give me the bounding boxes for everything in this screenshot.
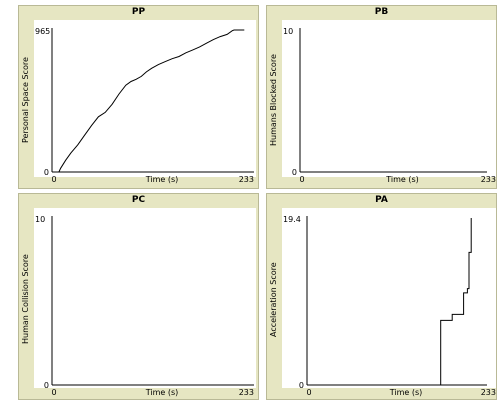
y-axis-label: Humans Blocked Score — [269, 54, 278, 146]
chart-title: PB — [374, 7, 389, 17]
x-axis-label: Time (s) — [385, 175, 419, 184]
x-tick-label: 233 — [239, 388, 254, 397]
x-axis-label: Time (s) — [145, 388, 179, 397]
plot-svg: 0 19.4 0 233 Time (s) — [283, 215, 496, 397]
plot-area: 0 19.4 0 233 Time (s) — [282, 208, 496, 397]
y-axis-label: Personal Space Score — [21, 57, 30, 143]
plot-svg: 0 10 0 233 Time (s) — [283, 27, 496, 184]
y-axis-label: Human Collision Score — [21, 254, 30, 345]
x-tick-label: 233 — [239, 175, 254, 184]
y-tick-label: 0 — [44, 381, 49, 390]
chart-panel-pa: PA Acceleration Score 0 19.4 0 233 Time (s) — [266, 193, 497, 400]
plot-area: 0 965 0 233 Time (s) — [34, 20, 256, 184]
series-line — [307, 218, 472, 386]
x-axis-label: Time (s) — [389, 388, 423, 397]
y-tick-label: 0 — [44, 168, 49, 177]
y-axis-label: Acceleration Score — [269, 262, 278, 337]
chart-panel-pb: PB Humans Blocked Score 0 10 0 233 Time (s) — [266, 5, 497, 189]
plot-area: 0 10 0 233 Time (s) — [34, 208, 256, 397]
y-tick-label: 0 — [299, 381, 304, 390]
chart-title: PP — [131, 7, 146, 17]
x-tick-label: 0 — [306, 388, 311, 397]
x-tick-label: 233 — [481, 175, 496, 184]
series-line — [52, 29, 245, 173]
x-tick-label: 0 — [299, 175, 304, 184]
y-tick-label: 19.4 — [283, 215, 301, 224]
plot-svg: 0 965 0 233 Time (s) — [35, 27, 254, 184]
y-tick-label: 965 — [35, 27, 50, 36]
x-tick-label: 0 — [51, 175, 56, 184]
chart-title: PC — [131, 195, 146, 205]
x-tick-label: 0 — [51, 388, 56, 397]
y-tick-label: 10 — [283, 27, 293, 36]
y-tick-label: 10 — [35, 215, 45, 224]
x-tick-label: 233 — [481, 388, 496, 397]
chart-panel-pc: PC Human Collision Score 0 10 0 233 Time (s) — [18, 193, 259, 400]
plot-area: 0 10 0 233 Time (s) — [282, 20, 496, 184]
y-tick-label: 0 — [292, 168, 297, 177]
x-axis-label: Time (s) — [145, 175, 179, 184]
chart-title: PA — [375, 195, 388, 205]
chart-panel-pp: PP Personal Space Score 0 965 0 233 Time (s) — [18, 5, 259, 189]
plot-svg: 0 10 0 233 Time (s) — [35, 215, 254, 397]
